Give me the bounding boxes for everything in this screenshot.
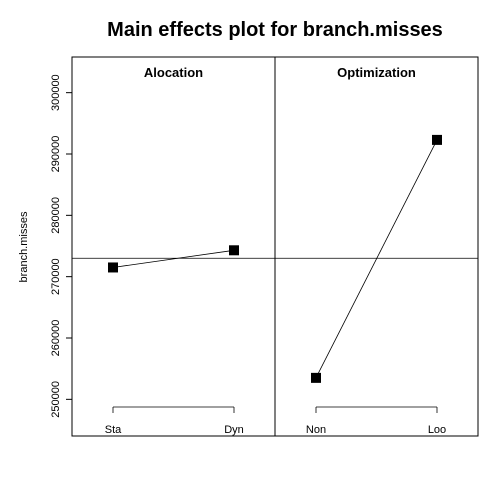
panel-title: Alocation <box>144 65 203 80</box>
x-tick-label: Loo <box>428 424 446 436</box>
data-point <box>229 245 239 255</box>
panels: Alocation Sta Dyn Optimization Non Loo <box>72 57 478 436</box>
y-tick-label: 260000 <box>50 320 62 357</box>
y-tick-label: 250000 <box>50 381 62 418</box>
panel-title: Optimization <box>337 65 416 80</box>
x-tick-label: Dyn <box>224 424 244 436</box>
y-tick-label: 300000 <box>50 74 62 111</box>
y-axis-label: branch.misses <box>18 211 30 282</box>
x-tick-label: Sta <box>105 424 122 436</box>
panel-frame <box>275 57 478 436</box>
chart-title: Main effects plot for branch.misses <box>107 19 443 41</box>
y-tick-label: 280000 <box>50 197 62 234</box>
data-point <box>311 373 321 383</box>
series-line <box>316 140 437 378</box>
x-tick-label: Non <box>306 424 326 436</box>
y-axis: 250000 260000 270000 280000 290000 300000 <box>50 74 72 417</box>
data-point <box>108 262 118 272</box>
panel-optimization: Optimization Non Loo <box>275 57 478 436</box>
y-tick-label: 290000 <box>50 136 62 173</box>
data-point <box>432 135 442 145</box>
y-tick-label: 270000 <box>50 258 62 295</box>
panel-frame <box>72 57 275 436</box>
series-line <box>113 250 234 267</box>
panel-alocation: Alocation Sta Dyn <box>72 57 275 436</box>
